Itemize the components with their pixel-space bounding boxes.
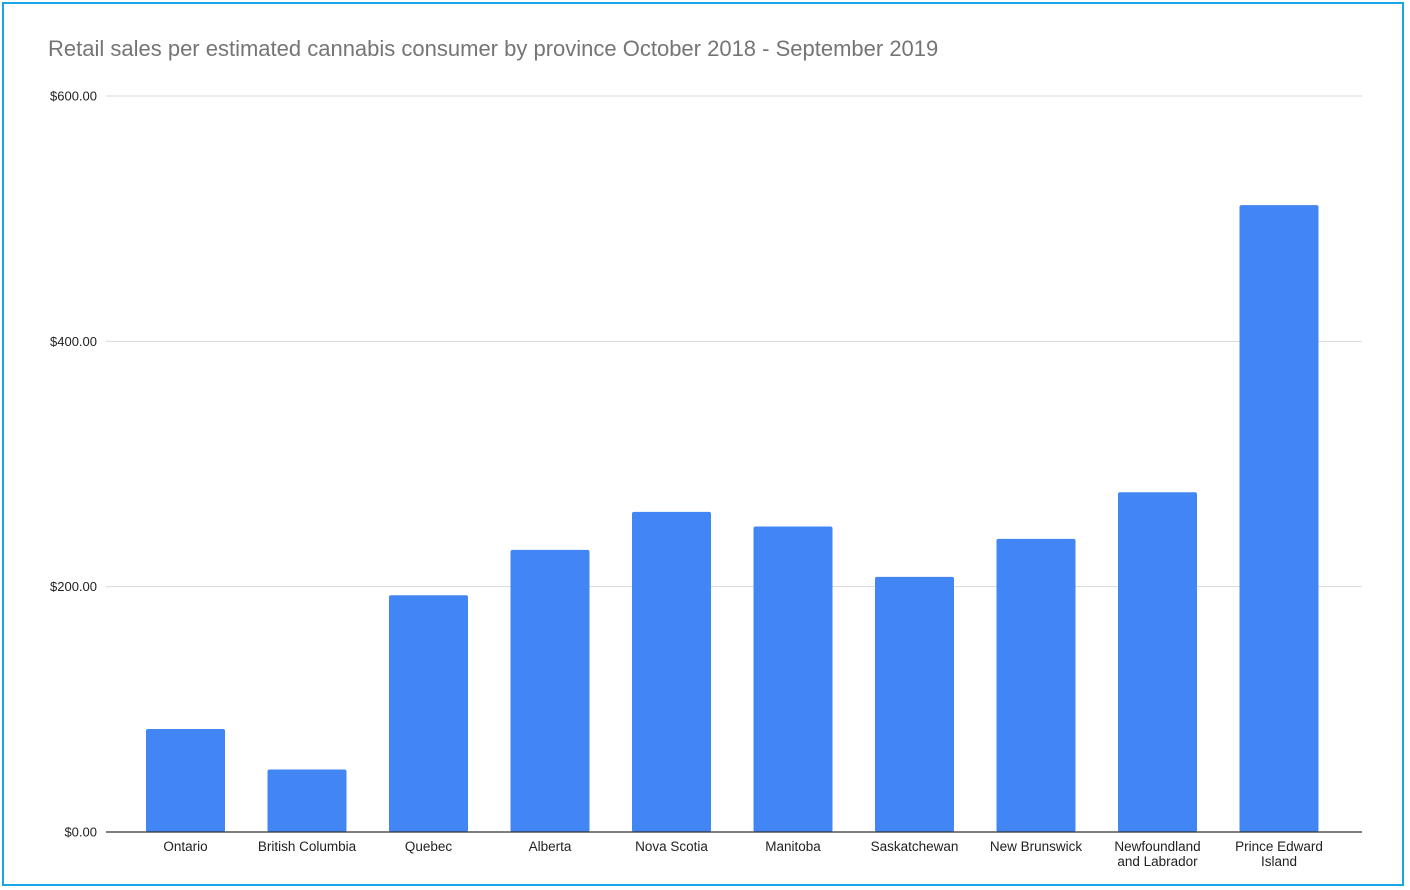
x-tick-label: Newfoundland <box>1114 839 1200 854</box>
bar <box>875 576 954 832</box>
y-tick-label: $200.00 <box>50 579 97 594</box>
chart-title: Retail sales per estimated cannabis cons… <box>48 36 939 61</box>
x-tick-label: Saskatchewan <box>871 839 959 854</box>
bar <box>389 595 468 832</box>
bar <box>753 526 833 832</box>
x-tick-label: and Labrador <box>1117 854 1198 869</box>
y-tick-label: $600.00 <box>50 89 97 104</box>
x-tick-label: New Brunswick <box>990 839 1083 854</box>
bar <box>267 769 347 832</box>
y-tick-label: $0.00 <box>64 825 97 840</box>
x-tick-label: Manitoba <box>765 839 821 854</box>
y-tick-label: $400.00 <box>50 334 97 349</box>
x-tick-label: British Columbia <box>258 839 357 854</box>
bar <box>996 538 1076 832</box>
x-tick-label: Prince Edward <box>1235 839 1323 854</box>
x-tick-label: Island <box>1261 854 1297 869</box>
x-tick-label: Quebec <box>405 839 453 854</box>
bar <box>1239 205 1319 832</box>
x-tick-label: Ontario <box>163 839 207 854</box>
x-tick-label: Nova Scotia <box>635 839 708 854</box>
x-tick-label: Alberta <box>529 839 572 854</box>
bar <box>146 728 225 832</box>
bar <box>632 511 711 832</box>
bar <box>1118 492 1197 832</box>
bar <box>510 549 590 832</box>
